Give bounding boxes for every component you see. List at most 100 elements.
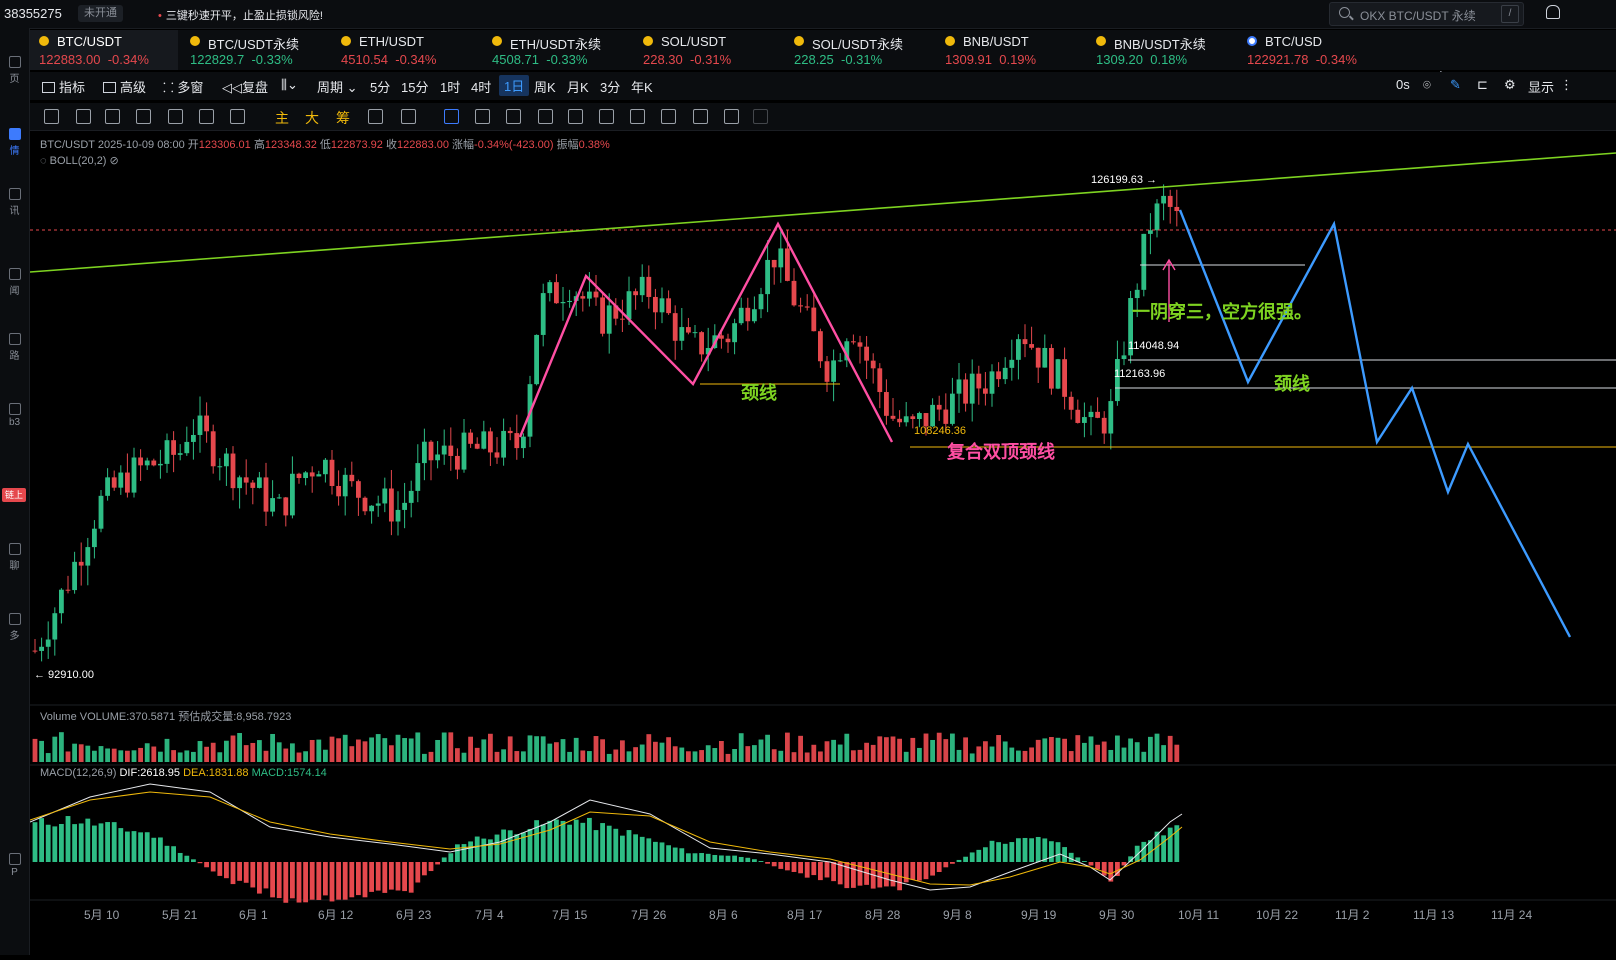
macd-label[interactable]: MACD(12,26,9) xyxy=(40,767,117,779)
tab-4[interactable]: SOL/USDT 228.30 -0.31% xyxy=(634,30,782,70)
tab-0[interactable]: BTC/USDT 122883.00 -0.34% xyxy=(30,30,178,70)
multi-window-button[interactable]: ⸬ 多窗 xyxy=(163,77,203,96)
interval-month[interactable]: 月K xyxy=(567,80,589,95)
clock-icon[interactable] xyxy=(401,109,416,124)
interval-1h[interactable]: 1时 xyxy=(440,80,461,95)
tab-8[interactable]: BTC/USD 122921.78 -0.34% xyxy=(1238,30,1386,70)
interval-15m[interactable]: 15分 xyxy=(401,80,429,95)
brush-icon[interactable] xyxy=(506,109,521,124)
chart-area[interactable]: 126199.63 → ← 92910.00 114048.94 112163.96 1… xyxy=(29,132,1616,955)
macd-value: MACD:1574.14 xyxy=(251,767,327,779)
boll-label[interactable]: BOLL(20,2) xyxy=(49,155,107,167)
candle-body xyxy=(725,338,731,343)
sidebar-item-7[interactable]: 聊 xyxy=(0,543,29,572)
settings-icon[interactable]: ⚙ xyxy=(1504,77,1516,92)
search-box[interactable]: OKX BTC/USDT 永续 / xyxy=(1329,2,1524,26)
lines-icon[interactable] xyxy=(44,109,59,124)
sidebar-item-8[interactable]: 多 xyxy=(0,613,29,642)
macd-bar xyxy=(1055,842,1061,862)
advanced-button[interactable]: 高级 xyxy=(103,77,146,96)
camera-icon[interactable]: ⌾ xyxy=(1423,77,1431,92)
period-dropdown[interactable]: 周期 ⌄ xyxy=(317,77,358,96)
onchain-badge[interactable]: 链上 xyxy=(2,488,27,502)
seconds-toggle[interactable]: 0s xyxy=(1396,77,1410,92)
filter-icon[interactable] xyxy=(661,109,676,124)
macd-bar xyxy=(534,820,539,862)
sidebar-item-1[interactable]: 情 xyxy=(0,128,29,157)
shape-icon[interactable] xyxy=(168,109,183,124)
macd-bar xyxy=(408,862,414,893)
pen-icon[interactable]: ✎ xyxy=(1450,77,1461,92)
sidebar-item-4[interactable]: 路 xyxy=(0,333,29,362)
sidebar-item-9[interactable]: P xyxy=(0,853,29,878)
tab-2[interactable]: ETH/USDT 4510.54 -0.34% xyxy=(332,30,480,70)
ruler-icon[interactable] xyxy=(475,109,490,124)
redo-icon[interactable] xyxy=(753,109,768,124)
interval-week[interactable]: 周K xyxy=(534,80,556,95)
volume-bar xyxy=(936,732,942,762)
layout-icon[interactable]: ⊏ xyxy=(1477,77,1488,92)
undo-icon[interactable] xyxy=(724,109,739,124)
interval-1d[interactable]: 1日 xyxy=(499,75,530,96)
macd-bar xyxy=(171,846,176,862)
ray-icon[interactable] xyxy=(105,109,120,124)
tab-7[interactable]: BNB/USDT永续 1309.20 0.18% xyxy=(1087,30,1235,70)
candle-tool-icon[interactable] xyxy=(538,109,553,124)
interval-4h[interactable]: 4时 xyxy=(471,80,492,95)
candle-body xyxy=(1029,344,1034,348)
lock-icon[interactable] xyxy=(568,109,583,124)
interval-year[interactable]: 年K xyxy=(631,80,653,95)
candle-body xyxy=(686,327,691,333)
more-tools-icon[interactable] xyxy=(230,109,245,124)
price-chart[interactable]: 126199.63 → ← 92910.00 114048.94 112163.96 1… xyxy=(29,132,1616,955)
candle-body xyxy=(1022,339,1028,345)
macd-bar xyxy=(1068,852,1074,862)
magnet-icon[interactable] xyxy=(368,109,383,124)
more-icon[interactable]: ⋮ xyxy=(1560,77,1573,92)
search-input[interactable]: OKX BTC/USDT 永续 xyxy=(1360,9,1476,23)
interval-5m[interactable]: 5分 xyxy=(370,80,391,95)
sidebar-item-2[interactable]: 讯 xyxy=(0,188,29,217)
macd-bar xyxy=(758,861,764,862)
x-axis-label: 9月 19 xyxy=(1021,908,1057,922)
chip-toggle[interactable]: 筹 xyxy=(336,110,350,126)
trendline-icon[interactable] xyxy=(76,109,91,124)
macd-legend: MACD(12,26,9) DIF:2618.95 DEA:1831.88 MA… xyxy=(40,767,327,779)
tab-5[interactable]: SOL/USDT永续 228.25 -0.31% xyxy=(785,30,933,70)
tab-6[interactable]: BNB/USDT 1309.91 0.19% xyxy=(936,30,1084,70)
sidebar-item-0[interactable]: 页 xyxy=(0,56,29,85)
tab-1[interactable]: BTC/USDT永续 122829.7 -0.33% xyxy=(181,30,329,70)
replay-button[interactable]: ◁◁复盘 xyxy=(222,77,268,96)
candle-body xyxy=(494,452,500,458)
candle-body xyxy=(177,453,183,455)
chart-type-button[interactable]: ⫼⌄ xyxy=(281,77,298,93)
indicators-button[interactable]: 指标 xyxy=(42,77,85,96)
sidebar-item-3[interactable]: 闻 xyxy=(0,268,29,297)
trash-icon[interactable] xyxy=(693,109,708,124)
volume-label[interactable]: Volume xyxy=(40,711,77,723)
tab-price: 122883.00 -0.34% xyxy=(39,52,149,67)
status-badge[interactable]: 未开通 xyxy=(78,5,123,22)
promo-banner[interactable]: • 三键秒速开平，止盈止损锁风险! xyxy=(158,7,323,23)
interval-3m[interactable]: 3分 xyxy=(600,80,621,95)
coin-icon xyxy=(39,36,49,46)
tab-3[interactable]: ETH/USDT永续 4508.71 -0.33% xyxy=(483,30,631,70)
display-button[interactable]: 显示 xyxy=(1528,80,1555,95)
sidebar-item-5[interactable]: b3 xyxy=(0,403,29,428)
bell-icon[interactable] xyxy=(1546,5,1560,19)
bell-toggle-icon[interactable]: ◌ xyxy=(40,155,47,167)
edit-icon[interactable] xyxy=(599,109,614,124)
volume-bar xyxy=(191,751,196,762)
measure-icon[interactable] xyxy=(199,109,214,124)
volume-bar xyxy=(204,746,209,762)
copy-icon[interactable] xyxy=(444,109,459,124)
top-bar: 38355275 未开通 • 三键秒速开平，止盈止损锁风险! OKX BTC/US… xyxy=(0,0,1616,29)
wave-icon[interactable] xyxy=(136,109,151,124)
volume-bar xyxy=(1088,736,1094,762)
grid-icon: ⸬ xyxy=(163,80,178,95)
account-id[interactable]: 38355275 xyxy=(4,6,62,21)
eye-off-icon[interactable]: ⊘ xyxy=(109,155,119,167)
layers-icon[interactable] xyxy=(630,109,645,124)
large-toggle[interactable]: 大 xyxy=(305,110,319,126)
main-toggle[interactable]: 主 xyxy=(275,110,289,126)
